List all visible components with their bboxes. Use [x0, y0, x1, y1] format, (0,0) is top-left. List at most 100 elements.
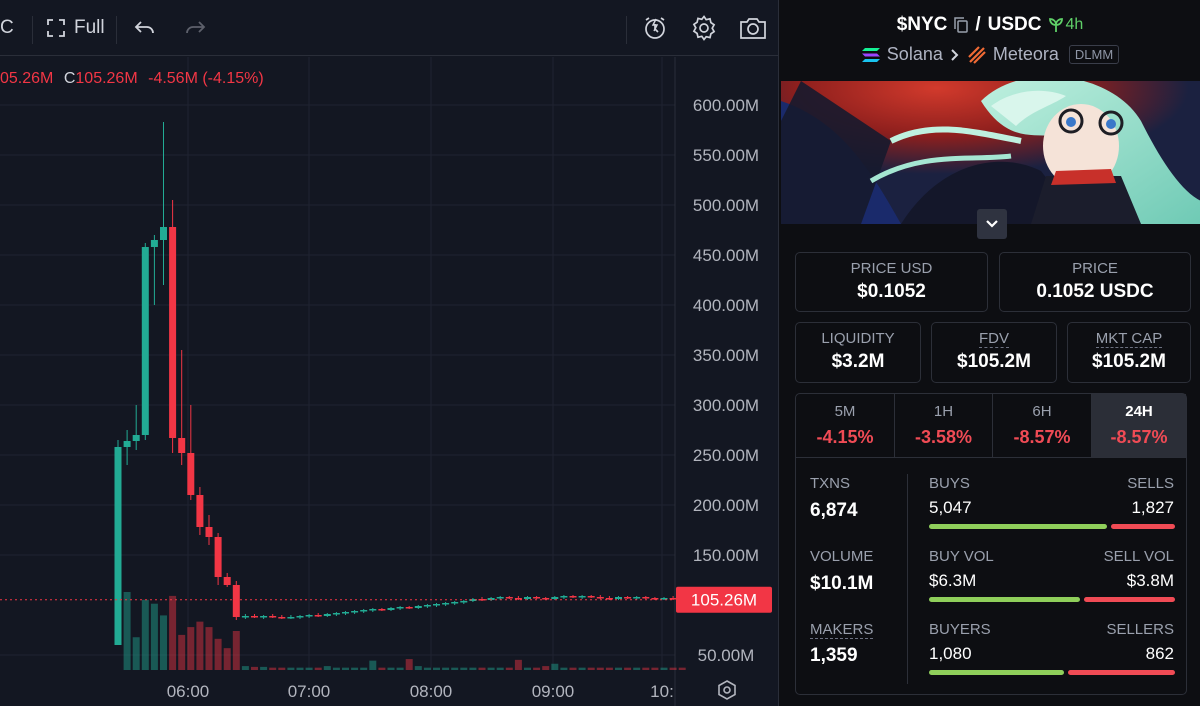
sell-vol-value: $3.8M: [1126, 571, 1174, 590]
tab-5m[interactable]: 5M -4.15%: [796, 394, 895, 458]
x-axis-tick-label: 06:00: [167, 682, 210, 701]
volume-bar: [460, 667, 468, 670]
volume-bar: [505, 667, 513, 670]
alert-button[interactable]: [642, 0, 668, 56]
candle-body: [150, 240, 158, 247]
pair-title: $NYC / USDC 4h: [779, 14, 1200, 36]
x-axis-tick-label: 10:: [650, 682, 674, 701]
price-change-box: 5M -4.15% 1H -3.58% 6H -8.57% 24H -8.57%…: [795, 393, 1187, 695]
candle-body: [241, 616, 249, 618]
sells-value: 1,827: [1131, 498, 1174, 517]
chart-pane[interactable]: C Full: [0, 0, 778, 706]
token-info-pane: $NYC / USDC 4h Solana Meteora DLMM: [778, 0, 1200, 706]
candle-body: [260, 616, 268, 618]
x-axis-tick-label: 07:00: [288, 682, 331, 701]
volume-bar: [423, 667, 431, 670]
undo-button[interactable]: [134, 0, 156, 56]
y-axis-tick-label: 550.00M: [693, 146, 759, 165]
candle-body: [514, 598, 522, 600]
txns-value: 6,874: [810, 500, 858, 521]
volume-bar: [387, 667, 395, 670]
redo-button[interactable]: [184, 0, 206, 56]
dex-name[interactable]: Meteora: [992, 44, 1059, 64]
settings-button[interactable]: [690, 0, 718, 56]
y-axis-tick-label: 200.00M: [693, 496, 759, 515]
base-symbol: $NYC: [896, 14, 948, 35]
tab-1h[interactable]: 1H -3.58%: [895, 394, 993, 458]
quote-symbol: USDC: [987, 14, 1042, 35]
fdv-label[interactable]: FDV: [979, 330, 1009, 348]
candle-body: [305, 615, 313, 617]
candle-body: [269, 616, 277, 618]
volume-bar: [433, 667, 440, 670]
x-axis-tick-label: 08:00: [410, 682, 453, 701]
axis-settings-icon[interactable]: [718, 680, 736, 700]
tab-6h[interactable]: 6H -8.57%: [993, 394, 1092, 458]
volume-bar: [332, 667, 340, 670]
price-card: PRICE 0.1052 USDC: [999, 252, 1191, 312]
chevron-right-icon: [951, 48, 959, 61]
volume-bar: [633, 667, 641, 670]
tab-24h[interactable]: 24H -8.57%: [1092, 394, 1186, 458]
candle-body: [587, 596, 595, 598]
volume-bar: [223, 648, 231, 670]
candle-body: [642, 597, 650, 599]
candle-body: [651, 598, 659, 600]
tab-1h-value: -3.58%: [914, 427, 973, 447]
fullscreen-button[interactable]: Full: [46, 0, 105, 56]
mktcap-card: MKT CAP $105.2M: [1067, 322, 1191, 383]
sellers-value: 862: [1145, 644, 1174, 663]
volume-bar: [569, 667, 577, 670]
expand-banner-button[interactable]: [977, 209, 1007, 239]
volume-bar: [214, 638, 222, 670]
symbol-button[interactable]: C: [0, 0, 14, 56]
sell-vol-bar: [1084, 597, 1175, 602]
fullscreen-icon: [47, 19, 65, 37]
y-axis-tick-label: 450.00M: [693, 246, 759, 265]
price-value: 0.1052 USDC: [1036, 281, 1154, 302]
candle-body: [342, 612, 349, 614]
screenshot-button[interactable]: [738, 0, 768, 56]
txns-label: TXNS: [810, 475, 851, 492]
alert-icon: [645, 17, 665, 39]
volume-bar: [560, 667, 568, 670]
y-axis-tick-label: 350.00M: [693, 346, 759, 365]
candle-body: [223, 577, 231, 585]
price-chart[interactable]: 600.00M 550.00M 500.00M 450.00M 400.00M 350.0…: [0, 57, 778, 706]
volume-bar: [442, 667, 450, 670]
makers-label[interactable]: MAKERS: [810, 621, 874, 639]
chain-name[interactable]: Solana: [886, 44, 943, 64]
y-axis-tick-label: 150.00M: [693, 546, 759, 565]
makers-value: 1,359: [810, 645, 858, 666]
volume-bar: [496, 667, 504, 670]
volume-bar: [533, 667, 541, 670]
volume-bar: [360, 667, 368, 670]
volume-bar: [542, 666, 550, 670]
ohlc-prev-value: 05.26M: [0, 70, 54, 87]
pair-separator: /: [975, 14, 981, 35]
sprout-icon: [1048, 18, 1063, 32]
candle-body: [278, 617, 286, 619]
mktcap-label[interactable]: MKT CAP: [1095, 330, 1163, 348]
candle-body: [214, 537, 222, 577]
buyers-label: BUYERS: [929, 621, 991, 638]
candle-body: [314, 615, 322, 617]
mktcap-value: $105.2M: [1092, 351, 1166, 372]
candle-body: [469, 599, 477, 601]
y-axis-tick-label: 50.00M: [698, 646, 755, 665]
candle-body: [387, 608, 395, 610]
candle-body: [369, 609, 377, 611]
candle-body: [114, 447, 122, 645]
candle-body: [542, 598, 550, 600]
stats-panel: PRICE USD $0.1052 PRICE 0.1052 USDC LIQU…: [779, 240, 1200, 706]
toolbar-divider: [32, 16, 33, 44]
candle-body: [351, 611, 359, 613]
candle-body: [596, 597, 604, 599]
x-axis-tick-label: 09:00: [532, 682, 575, 701]
volume-bar: [160, 615, 167, 670]
last-price-badge: [676, 586, 772, 613]
liquidity-value: $3.2M: [831, 351, 885, 372]
copy-icon[interactable]: [954, 17, 969, 33]
tab-5m-label: 5M: [834, 403, 856, 420]
volume-bar: [615, 667, 622, 670]
